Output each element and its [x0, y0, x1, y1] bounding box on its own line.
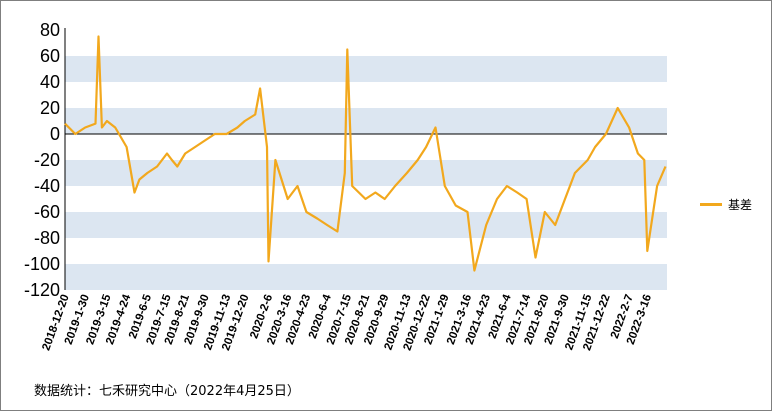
y-tick-label: -120: [24, 280, 60, 300]
y-tick-label: 0: [50, 124, 60, 144]
y-tick-label: -60: [34, 202, 60, 222]
legend: 基差: [700, 196, 752, 213]
y-tick-label: -80: [34, 228, 60, 248]
series-lines: [64, 35, 667, 272]
legend-label: 基差: [728, 198, 753, 212]
y-tick-label: 60: [40, 46, 60, 66]
legend-swatch: [700, 203, 722, 206]
x-tick-labels: 2018-12-202019-1-302019-3-152019-4-24201…: [40, 292, 654, 352]
grid-band: [65, 264, 667, 290]
y-tick-label: -40: [34, 176, 60, 196]
grid-band: [65, 56, 667, 82]
grid-band: [65, 108, 667, 134]
grid-bands: [65, 56, 667, 290]
y-tick-label: -100: [24, 254, 60, 274]
grid-band: [65, 212, 667, 238]
y-tick-label: 80: [40, 20, 60, 40]
series-line-basis: [64, 35, 667, 272]
grid-band: [65, 160, 667, 186]
y-tick-label: 20: [40, 98, 60, 118]
source-note: 数据统计：七禾研究中心（2022年4月25日）: [34, 384, 300, 399]
y-tick-labels: 80 60 40 20 0 -20 -40 -60 -80 -100 -120: [24, 20, 60, 300]
y-tick-label: -20: [34, 150, 60, 170]
y-tick-label: 40: [40, 72, 60, 92]
